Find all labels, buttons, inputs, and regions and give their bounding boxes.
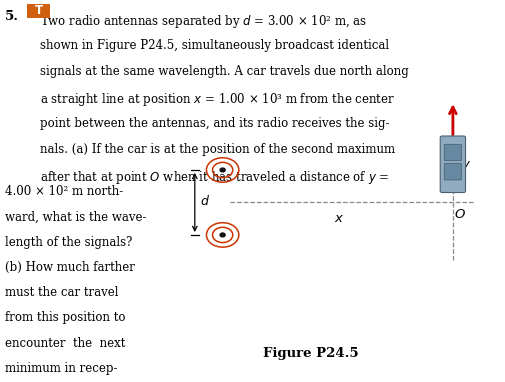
Text: Figure P24.5: Figure P24.5 [263, 347, 358, 360]
Text: encounter  the  next: encounter the next [5, 337, 125, 350]
FancyBboxPatch shape [27, 4, 49, 18]
Text: 4.00 × 10² m north-: 4.00 × 10² m north- [5, 185, 123, 198]
Text: shown in Figure P24.5, simultaneously broadcast identical: shown in Figure P24.5, simultaneously br… [40, 39, 389, 52]
Text: $d$: $d$ [199, 194, 210, 207]
Circle shape [220, 233, 225, 237]
Text: $O$: $O$ [453, 208, 466, 221]
FancyBboxPatch shape [443, 163, 461, 180]
FancyBboxPatch shape [439, 136, 465, 193]
Text: 5.: 5. [5, 10, 19, 23]
Text: point between the antennas, and its radio receives the sig-: point between the antennas, and its radi… [40, 117, 389, 130]
Text: from this position to: from this position to [5, 311, 125, 324]
Text: after that at point $O$ when it has traveled a distance of $y$ =: after that at point $O$ when it has trav… [40, 169, 389, 186]
Text: $x$: $x$ [333, 212, 343, 225]
Text: a straight line at position $x$ = 1.00 × 10³ m from the center: a straight line at position $x$ = 1.00 ×… [40, 91, 395, 108]
Text: signals at the same wavelength. A car travels due north along: signals at the same wavelength. A car tr… [40, 65, 409, 78]
Text: must the car travel: must the car travel [5, 286, 118, 299]
Text: T: T [34, 4, 42, 17]
Text: $y$: $y$ [461, 159, 471, 173]
Text: length of the signals?: length of the signals? [5, 236, 132, 249]
FancyBboxPatch shape [443, 144, 461, 161]
Text: Two radio antennas separated by $d$ = 3.00 × 10² m, as: Two radio antennas separated by $d$ = 3.… [40, 13, 367, 31]
Circle shape [220, 168, 225, 172]
Text: nals. (a) If the car is at the position of the second maximum: nals. (a) If the car is at the position … [40, 143, 395, 156]
Text: ward, what is the wave-: ward, what is the wave- [5, 210, 146, 223]
Text: (b) How much farther: (b) How much farther [5, 261, 135, 274]
Text: minimum in recep-: minimum in recep- [5, 362, 117, 375]
